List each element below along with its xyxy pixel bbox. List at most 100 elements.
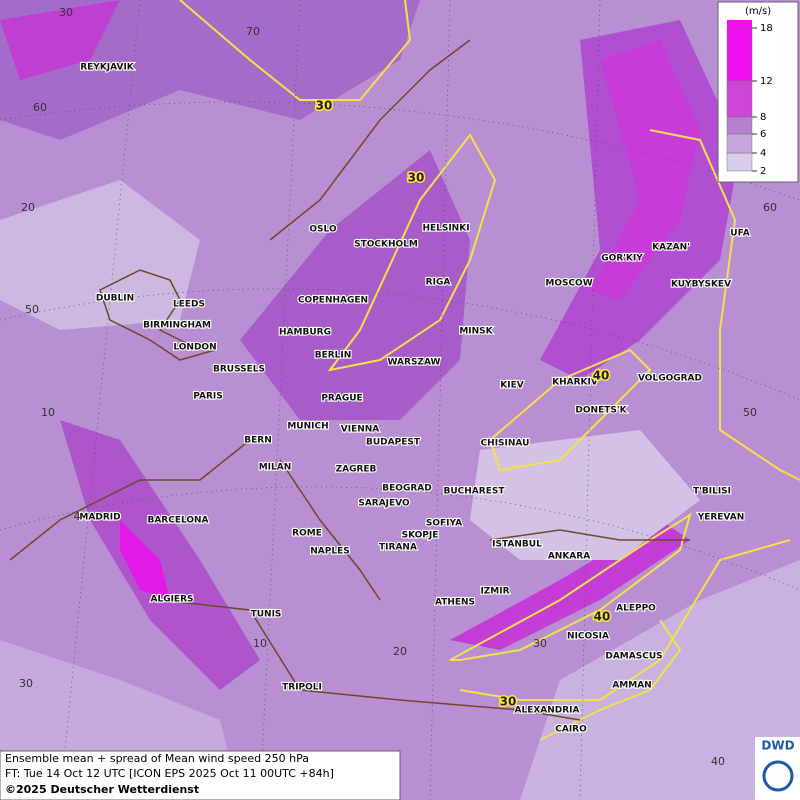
legend: (m/s) 2 4 6 8 12 18	[717, 1, 799, 183]
graticule-label: 50	[743, 406, 757, 419]
graticule-label: 30	[19, 677, 33, 690]
contour-label: 40	[594, 610, 611, 624]
legend-swatch	[726, 116, 753, 135]
graticule-label: 70	[246, 25, 260, 38]
city-label: DONETS'K	[575, 406, 627, 416]
graticule-label: 50	[25, 303, 39, 316]
city-label: MINSK	[459, 327, 493, 337]
city-label: YEREVAN	[697, 513, 745, 523]
graticule-label: 30	[59, 6, 73, 19]
city-label: WARSZAW	[388, 358, 441, 368]
city-label: ZAGREB	[336, 465, 377, 475]
city-label: BARCELONA	[147, 516, 208, 526]
city-label: COPENHAGEN	[298, 296, 368, 306]
city-label: ROME	[292, 529, 322, 539]
contour-label: 30	[500, 695, 517, 709]
legend-tick-label: 12	[760, 76, 773, 87]
city-label: STOCKHOLM	[354, 240, 418, 250]
city-label: KHARKIV	[552, 378, 598, 388]
city-label: VIENNA	[341, 425, 380, 435]
legend-tick-label: 4	[760, 148, 766, 159]
legend-swatch	[727, 20, 752, 28]
city-label: REYKJAVIK	[80, 63, 135, 73]
city-label: KIEV	[500, 381, 523, 391]
legend-swatch	[726, 27, 753, 82]
city-label: HAMBURG	[279, 328, 331, 338]
footer-line: Ensemble mean + spread of Mean wind spee…	[5, 752, 309, 765]
graticule-label: 20	[21, 201, 35, 214]
city-label: NAPLES	[310, 547, 349, 557]
graticule-label: 4	[74, 510, 81, 523]
graticule-label: 60	[763, 201, 777, 214]
labels: REYKJAVIK OSLO STOCKHOLM HELSINKI RIGA MOSCOW…	[19, 6, 777, 768]
graticule-label: 20	[393, 645, 407, 658]
city-label: BUCHAREST	[444, 487, 506, 497]
logo-icon	[762, 760, 794, 792]
city-label: T'BILISI	[693, 487, 731, 497]
city-label: CAIRO	[555, 725, 587, 735]
city-label: CHISINAU	[481, 439, 530, 449]
city-label: LONDON	[173, 343, 216, 353]
legend-unit: (m/s)	[745, 6, 771, 17]
footer-line: FT: Tue 14 Oct 12 UTC [ICON EPS 2025 Oct…	[5, 767, 334, 780]
city-label: BIRMINGHAM	[143, 321, 211, 331]
city-label: NICOSIA	[567, 632, 609, 642]
city-label: TRIPOLI	[282, 683, 322, 693]
graticule-label: 40	[711, 755, 725, 768]
logo: DWD	[761, 739, 794, 753]
city-label: PRAGUE	[321, 394, 362, 404]
city-label: IZMIR	[480, 587, 509, 597]
city-label: MADRID	[79, 513, 120, 523]
city-label: VOLGOGRAD	[638, 374, 702, 384]
city-label: BUDAPEST	[366, 438, 421, 448]
city-label: HELSINKI	[422, 224, 469, 234]
city-label: PARIS	[193, 392, 223, 402]
city-label: KAZAN'	[652, 243, 690, 253]
city-label: ATHENS	[435, 598, 475, 608]
city-label: ANKARA	[548, 552, 590, 562]
city-label: AMMAN	[612, 681, 651, 691]
city-label: BERN	[244, 436, 271, 446]
coastlines	[9, 39, 690, 721]
city-label: BERLIN	[315, 351, 352, 361]
city-label: BEOGRAD	[382, 484, 431, 494]
graticule-label: 10	[41, 406, 55, 419]
city-label: LEEDS	[173, 300, 205, 310]
legend-tick-label: 8	[760, 112, 766, 123]
city-label: SOFIYA	[426, 519, 462, 529]
city-label: ALGIERS	[151, 595, 194, 605]
city-label: ALEXANDRIA	[515, 706, 580, 716]
legend-tick-label: 18	[760, 23, 773, 34]
city-label: OSLO	[309, 225, 337, 235]
city-label: UFA	[730, 229, 749, 239]
legend-swatch	[726, 80, 753, 118]
footer-line: ©2025 Deutscher Wetterdienst	[5, 783, 199, 796]
city-label: MOSCOW	[545, 279, 592, 289]
city-label: SKOPJE	[402, 531, 439, 541]
city-label: ISTANBUL	[492, 540, 542, 550]
city-label: DAMASCUS	[605, 652, 662, 662]
footer-box	[0, 750, 401, 800]
city-label: GOR'KIY	[601, 254, 643, 264]
city-label: SARAJEVO	[358, 499, 410, 509]
city-label: DUBLIN	[96, 294, 134, 304]
city-label: MUNICH	[287, 422, 328, 432]
city-label: TUNIS	[251, 610, 282, 620]
legend-tick-label: 2	[760, 166, 766, 177]
city-label: KUYBYSKEV	[671, 280, 731, 290]
city-label: BRUSSELS	[213, 365, 265, 375]
city-label: MILAN	[259, 463, 292, 473]
graticule-label: 10	[253, 637, 267, 650]
legend-tick-label: 6	[760, 129, 766, 140]
legend-swatch	[726, 133, 753, 154]
contour-label: 30	[316, 99, 333, 113]
city-label: ALEPPO	[616, 604, 656, 614]
graticule-label: 30	[533, 637, 547, 650]
legend-swatch	[726, 152, 753, 172]
contour-label: 30	[408, 171, 425, 185]
city-label: RIGA	[426, 278, 451, 288]
contours	[179, 0, 800, 741]
legend-bar: 2 4 6 8 12 18	[726, 20, 773, 177]
